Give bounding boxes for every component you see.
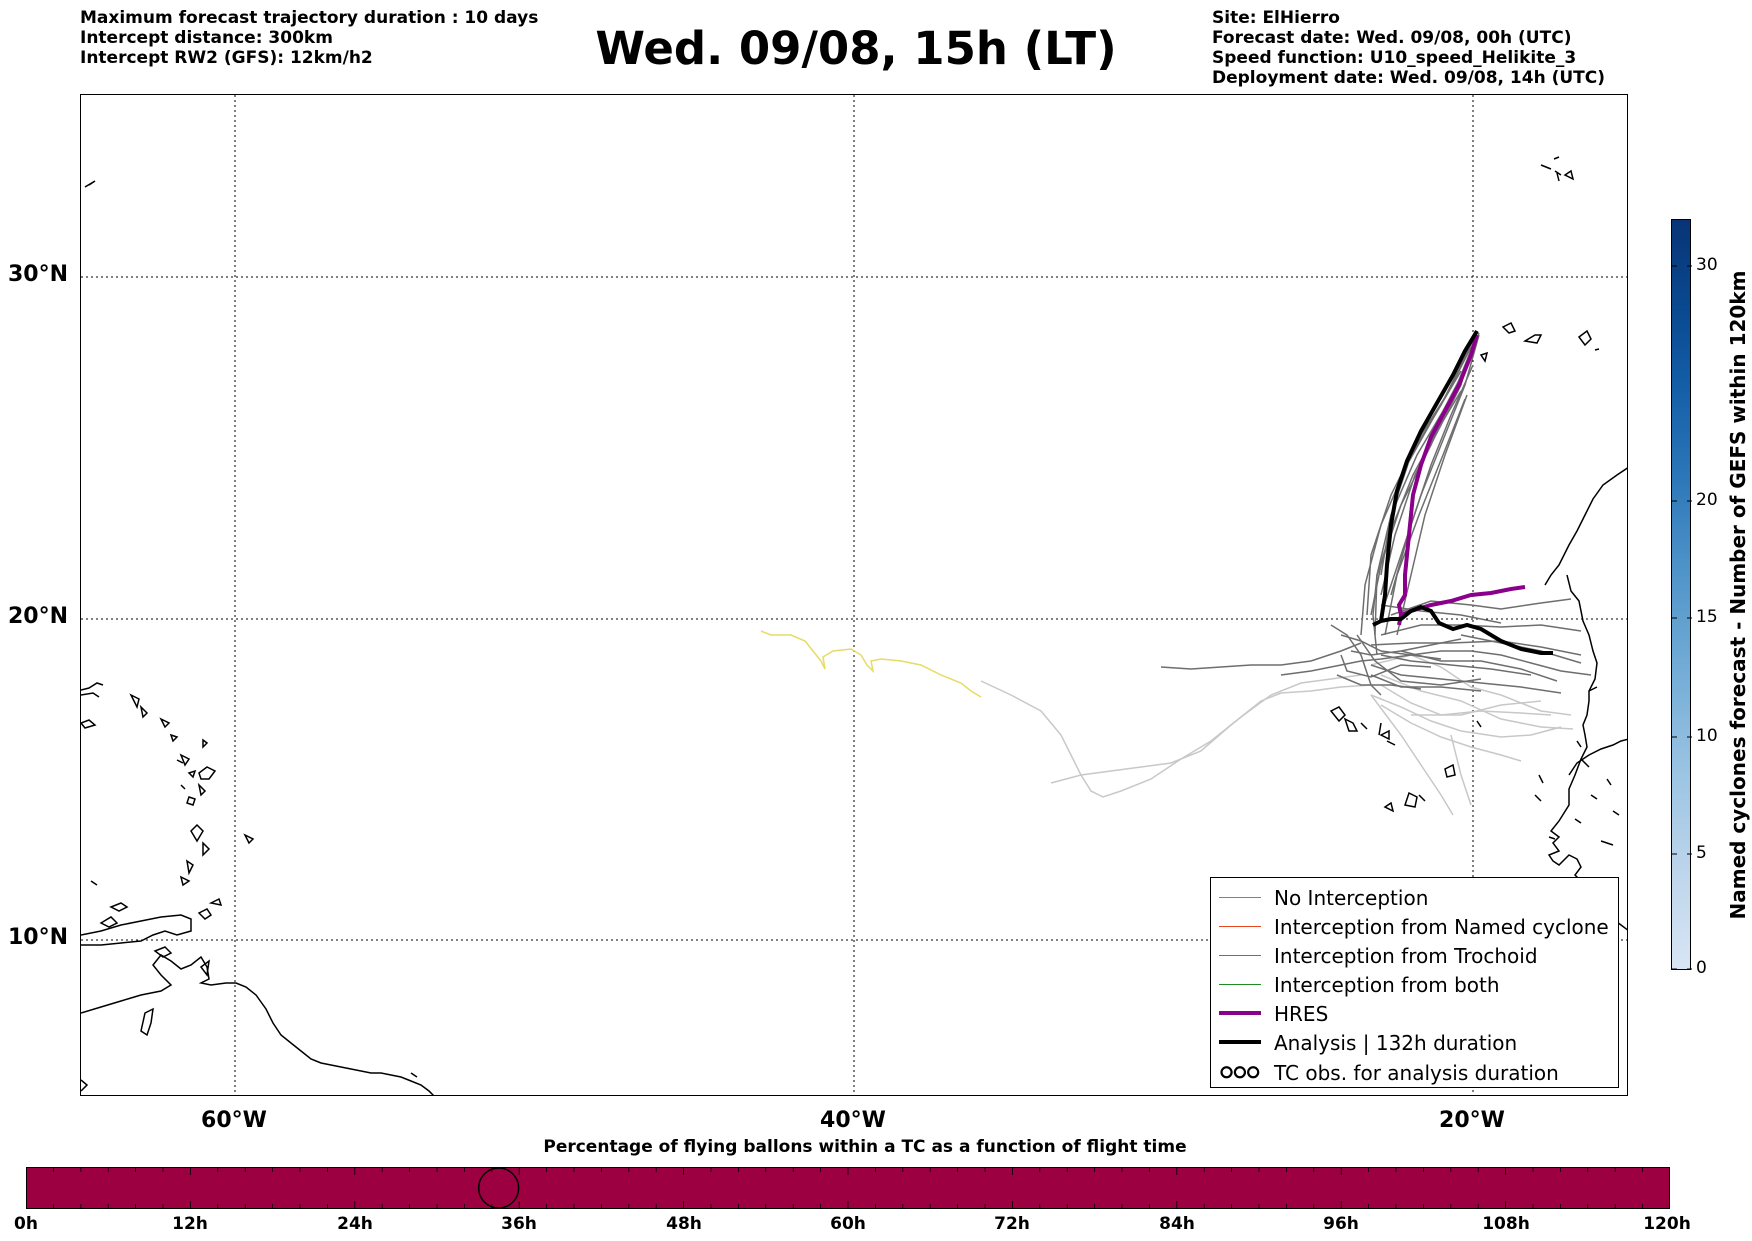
header-right-line: Site: ElHierro: [1212, 8, 1340, 28]
timeline-bar[interactable]: [25, 1166, 1670, 1209]
lat-label: 10°N: [8, 925, 69, 950]
header-left-line: Intercept distance: 300km: [80, 28, 333, 48]
timeline-label: 0h: [14, 1214, 38, 1234]
timeline-label: 108h: [1482, 1214, 1530, 1234]
timeline-label: 12h: [172, 1214, 208, 1234]
lon-label: 20°W: [1439, 1108, 1505, 1133]
legend-item-named-cyclone: Interception from Named cyclone: [1211, 913, 1618, 941]
legend-item-hres: HRES: [1211, 1000, 1618, 1028]
timeline-title: Percentage of flying ballons within a TC…: [543, 1137, 1187, 1157]
hres-trajectory: [1396, 334, 1526, 626]
legend-item-both: Interception from both: [1211, 971, 1618, 999]
legend-label: HRES: [1274, 1002, 1329, 1026]
colorbar-ticks: [1672, 265, 1692, 970]
legend-label: Interception from Named cyclone: [1274, 915, 1609, 939]
header-left-info: Maximum forecast trajectory duration : 1…: [80, 8, 538, 68]
lon-label: 40°W: [820, 1108, 886, 1133]
legend-label: Interception from Trochoid: [1274, 944, 1538, 968]
timeline-label: 84h: [1159, 1214, 1195, 1234]
colorbar-tick: 15: [1696, 607, 1718, 627]
colorbar: [1671, 219, 1692, 970]
coastline: [81, 180, 435, 1095]
map-legend: No Interception Interception from Named …: [1210, 877, 1619, 1088]
legend-label: No Interception: [1274, 886, 1429, 910]
timeline-canvas: [25, 1166, 1670, 1209]
yellow-trajectory: [760, 630, 982, 698]
header-right-line: Forecast date: Wed. 09/08, 00h (UTC): [1212, 28, 1572, 48]
legend-item-trochoid: Interception from Trochoid: [1211, 942, 1618, 970]
header-right-info: Site: ElHierro Forecast date: Wed. 09/08…: [1212, 8, 1605, 88]
lon-label: 60°W: [201, 1108, 267, 1133]
no-interception-trajectories: [1160, 330, 1592, 696]
header-right-line: Deployment date: Wed. 09/08, 14h (UTC): [1212, 68, 1606, 88]
header-left-line: Intercept RW2 (GFS): 12km/h2: [80, 48, 373, 68]
legend-swatch: [1219, 926, 1261, 927]
lat-label: 30°N: [8, 262, 69, 287]
map-canvas: [81, 95, 1627, 1095]
colorbar-tick: 10: [1696, 726, 1718, 746]
colorbar-tick: 20: [1696, 490, 1718, 510]
legend-label: Interception from both: [1274, 973, 1500, 997]
lat-label: 20°N: [8, 604, 69, 629]
legend-label: Analysis | 132h duration: [1274, 1031, 1518, 1055]
legend-item-no-interception: No Interception: [1211, 884, 1618, 912]
legend-swatch: [1219, 897, 1261, 898]
legend-swatch: [1219, 1011, 1261, 1015]
analysis-trajectory: [1372, 329, 1553, 655]
timeline-label: 96h: [1323, 1214, 1359, 1234]
colorbar-tick: 5: [1696, 843, 1707, 863]
colorbar-tick: 30: [1696, 255, 1718, 275]
timeline-label: 36h: [501, 1214, 537, 1234]
page-title: Wed. 09/08, 15h (LT): [595, 22, 1117, 75]
faded-trajectories: [980, 654, 1574, 816]
colorbar-title: Named cyclones forecast - Number of GEFS…: [1726, 270, 1750, 920]
colorbar-tick: 0: [1696, 958, 1707, 978]
timeline-label: 24h: [337, 1214, 373, 1234]
legend-item-analysis: Analysis | 132h duration: [1211, 1029, 1618, 1057]
timeline-label: 120h: [1643, 1214, 1691, 1234]
legend-swatch: [1219, 1040, 1261, 1044]
legend-item-tc-obs: ഠഠഠ TC obs. for analysis duration: [1211, 1059, 1618, 1087]
timeline-marker: [477, 1166, 519, 1209]
legend-swatch: [1219, 955, 1261, 956]
legend-label: TC obs. for analysis duration: [1274, 1061, 1559, 1085]
header-left-line: Maximum forecast trajectory duration : 1…: [80, 8, 539, 28]
timeline-label: 72h: [994, 1214, 1030, 1234]
header-right-line: Speed function: U10_speed_Helikite_3: [1212, 48, 1577, 68]
map-panel[interactable]: No Interception Interception from Named …: [80, 94, 1628, 1096]
tc-symbol-icon: ഠഠഠ: [1219, 1059, 1259, 1083]
timeline-label: 48h: [666, 1214, 702, 1234]
timeline-label: 60h: [830, 1214, 866, 1234]
legend-swatch: [1219, 984, 1261, 985]
